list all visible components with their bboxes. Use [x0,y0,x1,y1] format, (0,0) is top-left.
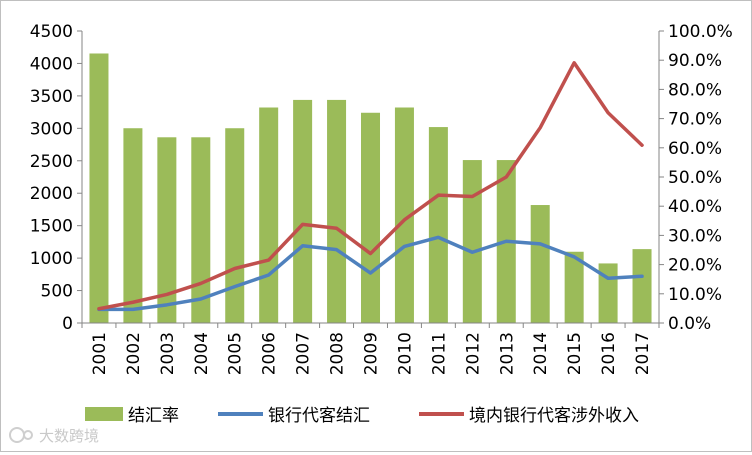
x-tick-label: 2001 [90,332,110,375]
series-line [97,235,644,312]
right-tick-label: 80.0% [668,80,722,100]
x-tick-label: 2016 [599,332,619,375]
left-tick-label: 2500 [30,152,73,172]
x-tick-label: 2009 [362,332,382,375]
x-tick-label: 2011 [429,332,449,375]
bar [293,99,313,323]
x-tick-label: 2010 [395,332,415,375]
bar [564,251,584,323]
x-tick-label: 2006 [260,332,280,375]
left-tick-label: 500 [41,282,73,302]
right-tick-label: 70.0% [668,110,722,130]
left-tick-label: 1500 [30,217,73,237]
legend-label-line-blue: 银行代客结汇 [268,406,370,426]
bar [632,249,652,323]
bar [327,99,347,323]
x-tick-label: 2013 [497,332,517,375]
legend-label-bar: 结汇率 [128,406,179,426]
bar [530,205,550,323]
x-tick-label: 2005 [226,332,246,375]
left-tick-label: 3000 [30,119,73,139]
bar [259,107,279,323]
right-tick-label: 50.0% [668,168,722,188]
x-tick-label: 2017 [633,332,653,375]
bar [462,160,482,323]
x-tick-label: 2003 [158,332,178,375]
watermark: 大数跨境 [9,427,99,445]
bar [360,112,381,323]
x-tick-label: 2004 [192,332,212,375]
watermark-text: 大数跨境 [39,427,99,445]
x-tick-label: 2002 [124,332,144,375]
logo-icon [9,427,33,443]
x-tick-label: 2007 [294,332,314,375]
bar [123,128,143,323]
right-tick-label: 100.0% [668,22,733,42]
bar [394,107,414,323]
bar [191,137,211,323]
right-tick-label: 60.0% [668,139,722,159]
bar [225,128,245,323]
right-tick-label: 10.0% [668,285,722,305]
x-tick-label: 2015 [565,332,585,375]
legend-swatch-bar [85,407,123,421]
series-line [97,61,644,311]
bar [428,127,448,324]
x-tick-label: 2008 [328,332,348,375]
legend-label-line-red: 境内银行代客涉外收入 [469,406,639,426]
right-tick-label: 20.0% [668,256,722,276]
left-tick-label: 1000 [30,249,73,269]
right-tick-label: 90.0% [668,51,722,71]
bar [89,53,109,323]
x-tick-label: 2014 [531,332,551,375]
left-tick-label: 4500 [30,22,73,42]
left-tick-label: 4000 [30,54,73,74]
left-tick-label: 2000 [30,184,73,204]
x-tick-label: 2012 [463,332,483,375]
right-tick-label: 0.0% [668,314,711,334]
left-tick-label: 3500 [30,87,73,107]
left-tick-label: 0 [62,314,73,334]
right-tick-label: 40.0% [668,197,722,217]
bar [157,137,177,323]
right-tick-label: 30.0% [668,226,722,246]
